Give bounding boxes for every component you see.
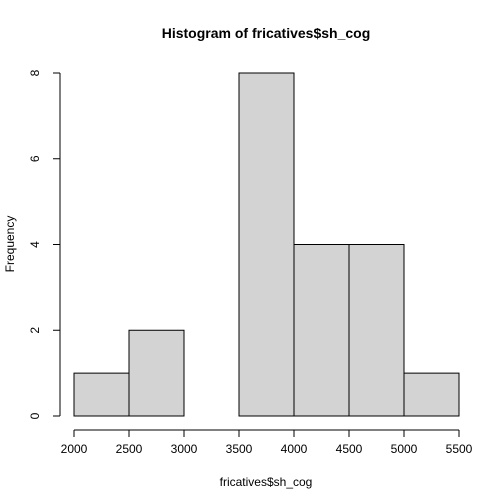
y-axis-label: Frequency bbox=[3, 216, 17, 273]
histogram-bar-2500-3000 bbox=[128, 329, 185, 417]
bars-group bbox=[73, 72, 460, 417]
chart-title: Histogram of fricatives$sh_cog bbox=[162, 25, 371, 41]
x-tick-label: 3000 bbox=[171, 442, 198, 456]
x-tick-label: 2500 bbox=[116, 442, 143, 456]
y-tick-label: 0 bbox=[28, 412, 42, 419]
x-tick-label: 3500 bbox=[226, 442, 253, 456]
y-tick-label: 6 bbox=[28, 155, 42, 162]
x-tick-label: 4000 bbox=[281, 442, 308, 456]
y-tick-label: 8 bbox=[28, 69, 42, 76]
x-axis-label: fricatives$sh_cog bbox=[220, 475, 313, 489]
x-tick-label: 5500 bbox=[446, 442, 473, 456]
y-tick-label: 2 bbox=[28, 327, 42, 334]
histogram-bar-3500-4000 bbox=[238, 72, 295, 417]
histogram-bar-2000-2500 bbox=[73, 372, 130, 417]
x-tick-label: 5000 bbox=[391, 442, 418, 456]
histogram-bar-4500-5000 bbox=[348, 244, 405, 417]
x-axis: 2000 2500 3000 3500 4000 4500 5000 5500 bbox=[61, 429, 473, 456]
x-tick-label: 4500 bbox=[336, 442, 363, 456]
y-tick-label: 4 bbox=[28, 241, 42, 248]
x-tick-label: 2000 bbox=[61, 442, 88, 456]
histogram-bar-5000-5500 bbox=[403, 372, 460, 417]
y-axis: 0 2 4 6 8 bbox=[28, 69, 61, 419]
histogram-bar-4000-4500 bbox=[293, 244, 350, 417]
